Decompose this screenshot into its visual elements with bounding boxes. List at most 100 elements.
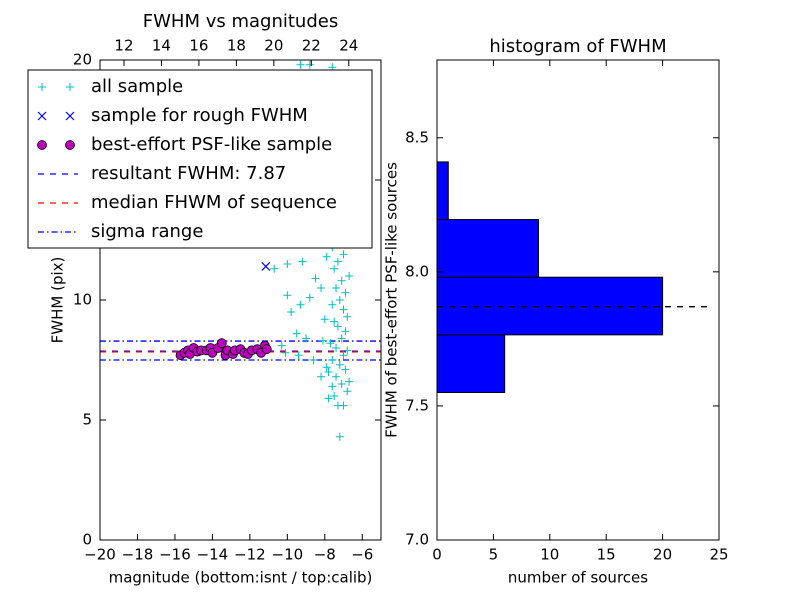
chart-title: histogram of FWHM [489, 36, 666, 57]
plus-marker [339, 351, 348, 360]
y-tick-label: 8.0 [405, 262, 429, 280]
x-tick-label: 15 [597, 546, 616, 564]
plus-marker [343, 346, 352, 355]
plus-marker [337, 334, 346, 343]
plus-marker [324, 368, 333, 376]
plus-marker [333, 401, 342, 410]
x-tick-label: −20 [84, 546, 116, 564]
x-marker [65, 111, 75, 121]
x2-tick-label: 24 [339, 37, 358, 55]
plus-marker [341, 327, 350, 336]
plus-marker [339, 250, 348, 259]
plus-marker [328, 300, 337, 309]
plus-marker [322, 252, 331, 261]
x-axis-label: magnitude (bottom:isnt / top:calib) [109, 569, 373, 587]
plus-marker [341, 365, 350, 374]
plus-marker [305, 293, 314, 302]
plus-marker [332, 344, 341, 352]
legend-label: best-effort PSF-like sample [91, 134, 332, 155]
plus-marker [287, 308, 296, 316]
y-tick-label: 20 [73, 51, 92, 69]
plus-marker [333, 322, 342, 331]
plus-marker [335, 360, 344, 369]
legend-label: median FHWM of sequence [91, 192, 337, 213]
y-tick-label: 8.5 [405, 128, 429, 146]
x-tick-label: −14 [197, 546, 229, 564]
plus-marker [283, 291, 292, 300]
y-axis-label: FWHM (pix) [49, 257, 67, 344]
plus-marker [330, 264, 339, 273]
histogram-bar [437, 161, 449, 221]
plus-marker [317, 284, 326, 292]
data-layer [100, 60, 381, 441]
x2-tick-label: 22 [302, 37, 321, 55]
plus-marker [335, 296, 344, 304]
plus-marker [343, 312, 352, 321]
x2-tick-label: 14 [152, 37, 171, 55]
histogram-bar [437, 219, 540, 278]
y-tick-label: 0 [82, 531, 92, 549]
plus-marker [309, 356, 318, 364]
x-tick-label: −8 [314, 546, 336, 564]
plus-marker [332, 284, 341, 292]
y-tick-label: 7.0 [405, 531, 429, 549]
x-tick-label: 5 [489, 546, 499, 564]
plus-marker [326, 339, 335, 348]
x2-tick-label: 16 [189, 37, 208, 55]
x-tick-label: −10 [272, 546, 304, 564]
plot: histogram of FWHM number of sources FWHM o… [383, 36, 729, 587]
x2-tick-label: 12 [114, 37, 133, 55]
legend-label: sample for rough FWHM [91, 105, 308, 126]
plus-marker [277, 341, 286, 350]
legend-label: all sample [91, 76, 183, 97]
plus-marker [330, 317, 339, 326]
y-tick-label: 5 [82, 411, 92, 429]
legend-label: resultant FWHM: 7.87 [91, 163, 286, 184]
plus-marker [337, 276, 346, 285]
plus-marker [337, 380, 346, 388]
plus-marker [333, 257, 342, 266]
circle-marker [65, 140, 75, 150]
x-tick-label: 20 [653, 546, 672, 564]
chart-title: FWHM vs magnitudes [143, 11, 338, 32]
plus-marker [38, 83, 46, 91]
circle-marker [216, 338, 227, 349]
plus-marker [305, 60, 314, 69]
x-tick-label: −6 [351, 546, 373, 564]
plot: FWHM vs magnitudes magnitude (bottom:isnt… [27, 11, 382, 587]
plus-marker [296, 300, 305, 309]
plus-marker [343, 387, 352, 396]
plus-marker [66, 83, 74, 91]
plus-marker [318, 336, 327, 345]
x-tick-label: −18 [122, 546, 154, 564]
histogram-bar [437, 334, 506, 394]
plus-marker [311, 274, 320, 283]
x2-tick-label: 18 [227, 37, 246, 55]
x-tick-label: 25 [709, 546, 728, 564]
x-tick-label: −12 [234, 546, 266, 564]
plus-marker [345, 272, 354, 280]
histogram-bar [437, 276, 664, 336]
plus-marker [328, 356, 337, 364]
plus-marker [292, 329, 301, 338]
data-layer [437, 161, 664, 394]
plus-marker [317, 372, 326, 381]
x-tick-label: 0 [432, 546, 442, 564]
plus-marker [345, 377, 354, 386]
circle-marker [261, 344, 272, 355]
plus-marker [324, 394, 333, 403]
plus-marker [341, 288, 350, 297]
plus-marker [335, 432, 344, 441]
y-tick-label: 10 [73, 291, 92, 309]
plus-marker [332, 372, 341, 381]
legend-label: sigma range [91, 221, 203, 242]
plus-marker [294, 351, 303, 360]
x2-tick-label: 20 [264, 37, 283, 55]
plus-marker [283, 260, 292, 268]
plus-marker [320, 315, 329, 324]
y-axis-label: FWHM of best-effort PSF-like sources [383, 162, 401, 438]
x-marker [261, 261, 271, 271]
y-tick-label: 7.5 [405, 396, 429, 414]
plus-marker [328, 382, 337, 391]
